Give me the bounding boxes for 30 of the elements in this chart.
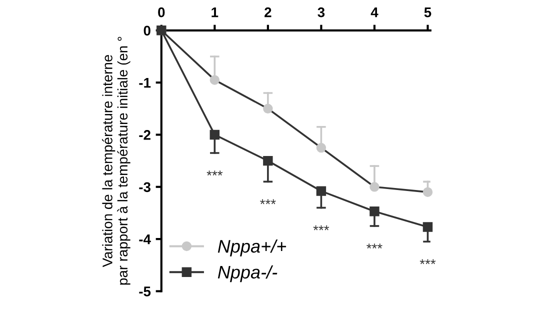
x-tick-label: 2 bbox=[264, 7, 272, 18]
x-tick-label: 0 bbox=[158, 7, 165, 18]
point bbox=[422, 187, 433, 197]
annotation: *** bbox=[420, 259, 436, 264]
annotation: *** bbox=[260, 199, 276, 204]
point bbox=[263, 156, 273, 166]
annotation: *** bbox=[313, 225, 330, 230]
annotation: *** bbox=[206, 170, 223, 176]
y-tick-label: 0 bbox=[144, 26, 150, 36]
y-tick-label: -5 bbox=[139, 286, 151, 296]
point bbox=[316, 142, 326, 153]
y-tick-label: -3 bbox=[139, 182, 150, 192]
y-tick-label: -1 bbox=[139, 78, 151, 88]
point bbox=[422, 222, 433, 232]
x-tick-label: 4 bbox=[370, 8, 378, 18]
y-tick-label: -4 bbox=[139, 234, 151, 244]
point bbox=[210, 130, 220, 140]
x-tick-label: 3 bbox=[318, 7, 325, 18]
legend-label: Nppa+/+ bbox=[218, 239, 286, 256]
annotation: *** bbox=[366, 244, 382, 249]
point bbox=[210, 75, 220, 85]
point bbox=[370, 206, 380, 216]
x-tick-label: 1 bbox=[212, 8, 218, 18]
x-tick-label: 5 bbox=[424, 8, 432, 18]
y-tick-label: -2 bbox=[139, 130, 150, 140]
point bbox=[370, 182, 380, 192]
y-axis-title: Variation de la température interne par rapport à la température initiale (en ° bbox=[102, 36, 130, 285]
legend-label: Nppa-/- bbox=[218, 265, 278, 282]
point bbox=[316, 186, 326, 196]
point bbox=[263, 104, 273, 114]
